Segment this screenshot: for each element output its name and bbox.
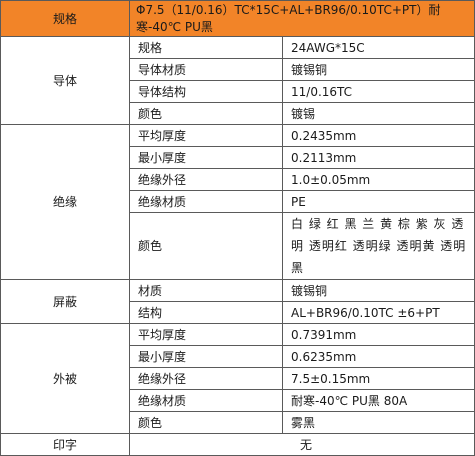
attr-label: 最小厚度 bbox=[129, 146, 283, 169]
attr-label: 规格 bbox=[129, 36, 283, 59]
table-row: 屏蔽 材质 镀锡铜 bbox=[0, 279, 475, 324]
attr-label: 颜色 bbox=[129, 212, 283, 280]
attr-value: AL+BR96/0.10TC ±6+PT bbox=[281, 301, 475, 324]
table-row: 绝缘外径 7.5±0.15mm bbox=[1, 367, 475, 390]
header-row: 规格 Φ7.5（11/0.16）TC*15C+AL+BR96/0.10TC+PT… bbox=[0, 0, 475, 37]
model-designation: Φ7.5（11/0.16）TC*15C+AL+BR96/0.10TC+PT）耐寒… bbox=[128, 0, 475, 37]
attr-label: 最小厚度 bbox=[129, 345, 283, 368]
attr-value-colors: 白 绿 红 黑 兰 黄 棕 紫 灰 透明 透明红 透明绿 透明黄 透明黑 bbox=[281, 212, 475, 280]
attr-value: PE bbox=[281, 190, 475, 213]
table-row: 最小厚度 0.6235mm bbox=[1, 345, 475, 368]
table-row: 绝缘材质 耐寒-40℃ PU黑 80A bbox=[1, 389, 475, 412]
group-insulation: 绝缘 bbox=[0, 124, 130, 280]
attr-label: 绝缘材质 bbox=[129, 389, 283, 412]
attr-label: 颜色 bbox=[129, 411, 283, 434]
attr-value: 0.2113mm bbox=[281, 146, 475, 169]
attr-value: 雾黑 bbox=[281, 411, 475, 434]
attr-value: 镀锡 bbox=[281, 102, 475, 125]
attr-value: 耐寒-40℃ PU黑 80A bbox=[281, 389, 475, 412]
attr-label: 结构 bbox=[129, 301, 283, 324]
table-row: 外被 平均厚度 0.7391mm bbox=[0, 323, 475, 434]
attr-value: 7.5±0.15mm bbox=[281, 367, 475, 390]
group-shield: 屏蔽 bbox=[0, 279, 130, 324]
attr-label: 绝缘材质 bbox=[129, 190, 283, 213]
attr-label: 绝缘外径 bbox=[129, 367, 283, 390]
attr-label: 平均厚度 bbox=[129, 323, 283, 346]
table-row: 颜色 白 绿 红 黑 兰 黄 棕 紫 灰 透明 透明红 透明绿 透明黄 透明黑 bbox=[1, 212, 475, 280]
attr-label: 颜色 bbox=[129, 102, 283, 125]
attr-label: 导体结构 bbox=[129, 80, 283, 103]
attr-value: 0.6235mm bbox=[281, 345, 475, 368]
attr-value: 0.7391mm bbox=[281, 323, 475, 346]
table-row: 导体 规格 24AWG*15C bbox=[0, 36, 475, 125]
attr-value: 11/0.16TC bbox=[281, 80, 475, 103]
table-row: 绝缘外径 1.0±0.05mm bbox=[1, 168, 475, 191]
attr-value: 1.0±0.05mm bbox=[281, 168, 475, 191]
table-row: 颜色 镀锡 bbox=[1, 102, 475, 125]
attr-value: 24AWG*15C bbox=[281, 36, 475, 59]
attr-value: 0.2435mm bbox=[281, 124, 475, 147]
attr-value: 镀锡铜 bbox=[281, 58, 475, 81]
spec-label: 规格 bbox=[0, 0, 130, 37]
attr-label: 绝缘外径 bbox=[129, 168, 283, 191]
attr-label: 导体材质 bbox=[129, 58, 283, 81]
group-jacket: 外被 bbox=[0, 323, 130, 434]
table-row: 印字 无 bbox=[0, 433, 475, 456]
printing-value: 无 bbox=[128, 433, 475, 456]
attr-label: 材质 bbox=[129, 279, 283, 302]
group-conductor: 导体 bbox=[0, 36, 130, 125]
group-printing: 印字 bbox=[0, 433, 130, 456]
table-row: 绝缘 平均厚度 0.2435mm bbox=[0, 124, 475, 280]
attr-label: 平均厚度 bbox=[129, 124, 283, 147]
attr-value: 镀锡铜 bbox=[281, 279, 475, 302]
